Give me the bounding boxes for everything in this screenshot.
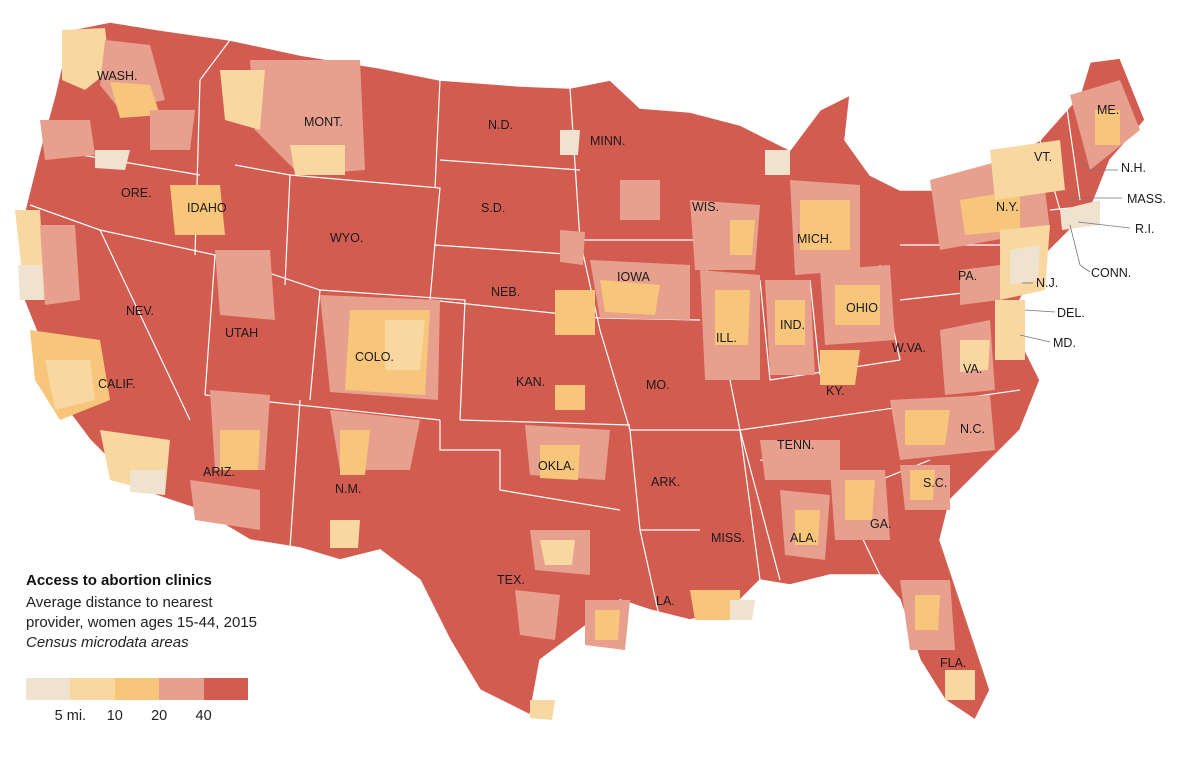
- legend-tick-4: 40: [195, 708, 212, 724]
- state-label-utah: UTAH: [225, 326, 258, 340]
- state-label-tenn: TENN.: [777, 438, 815, 452]
- state-label-mont: MONT.: [304, 115, 343, 129]
- state-label-pa: PA.: [958, 269, 977, 283]
- callout-lines: [1019, 159, 1131, 343]
- state-label-ill: ILL.: [716, 331, 737, 345]
- legend: Access to abortion clinics Average dista…: [26, 572, 326, 724]
- state-label-nm: N.M.: [335, 482, 361, 496]
- state-label-ky: KY.: [826, 384, 845, 398]
- state-label-idaho: IDAHO: [187, 201, 227, 215]
- state-label-ark: ARK.: [651, 475, 680, 489]
- state-label-minn: MINN.: [590, 134, 625, 148]
- legend-swatch-2: [70, 678, 115, 700]
- state-label-ind: IND.: [780, 318, 805, 332]
- state-label-va: VA.: [963, 362, 982, 376]
- state-label-vt: VT.: [1034, 150, 1052, 164]
- legend-title: Access to abortion clinics: [26, 572, 212, 589]
- state-label-tex: TEX.: [497, 573, 525, 587]
- state-label-wva: W.VA.: [892, 341, 926, 355]
- legend-color-bar: [26, 678, 248, 700]
- state-label-sd: S.D.: [481, 201, 505, 215]
- legend-swatch-5: [203, 678, 248, 700]
- distance-patches: [15, 28, 1140, 720]
- state-label-mo: MO.: [646, 378, 670, 392]
- state-label-ny: N.Y.: [996, 200, 1019, 214]
- state-label-mich: MICH.: [797, 232, 832, 246]
- state-label-okla: OKLA.: [538, 459, 575, 473]
- state-label-sc: S.C.: [923, 476, 947, 490]
- state-label-fla: FLA.: [940, 656, 966, 670]
- legend-subtitle-line1: Average distance to nearest: [26, 594, 213, 611]
- legend-tick-2: 10: [106, 708, 123, 724]
- legend-swatch-3: [114, 678, 160, 700]
- state-label-la: LA.: [656, 594, 675, 608]
- state-label-ri: R.I.: [1135, 222, 1154, 236]
- legend-swatch-1: [26, 678, 71, 700]
- state-label-kan: KAN.: [516, 375, 545, 389]
- legend-swatch-4: [159, 678, 204, 700]
- state-label-md: MD.: [1053, 336, 1076, 350]
- state-label-iowa: IOWA: [617, 270, 651, 284]
- callout-labels: N.H. MASS. R.I. CONN. N.J. DEL. MD.: [1036, 161, 1166, 350]
- state-label-wyo: WYO.: [330, 231, 363, 245]
- state-label-colo: COLO.: [355, 350, 394, 364]
- state-label-nd: N.D.: [488, 118, 513, 132]
- state-label-wash: WASH.: [97, 69, 138, 83]
- state-label-ohio: OHIO: [846, 301, 878, 315]
- legend-subtitle-line2: provider, women ages 15-44, 2015: [26, 614, 257, 631]
- state-label-miss: MISS.: [711, 531, 745, 545]
- state-labels: WASH. ORE. CALIF. NEV. IDAHO MONT. WYO. …: [97, 69, 1119, 670]
- state-label-del: DEL.: [1057, 306, 1085, 320]
- legend-note: Census microdata areas: [26, 634, 189, 651]
- state-label-me: ME.: [1097, 103, 1119, 117]
- state-label-ga: GA.: [870, 517, 892, 531]
- legend-tick-1: 5 mi.: [54, 708, 87, 724]
- state-label-wis: WIS.: [692, 200, 719, 214]
- legend-tick-labels: 5 mi. 10 20 40: [26, 708, 266, 726]
- state-label-ore: ORE.: [121, 186, 152, 200]
- state-label-nev: NEV.: [126, 304, 154, 318]
- state-label-ariz: ARIZ.: [203, 465, 235, 479]
- state-label-nh: N.H.: [1121, 161, 1146, 175]
- state-label-mass: MASS.: [1127, 192, 1166, 206]
- state-label-neb: NEB.: [491, 285, 520, 299]
- state-label-ala: ALA.: [790, 531, 817, 545]
- legend-tick-3: 20: [151, 708, 168, 724]
- state-label-nj: N.J.: [1036, 276, 1058, 290]
- state-label-conn: CONN.: [1091, 266, 1131, 280]
- state-label-calif: CALIF.: [98, 377, 136, 391]
- state-label-nc: N.C.: [960, 422, 985, 436]
